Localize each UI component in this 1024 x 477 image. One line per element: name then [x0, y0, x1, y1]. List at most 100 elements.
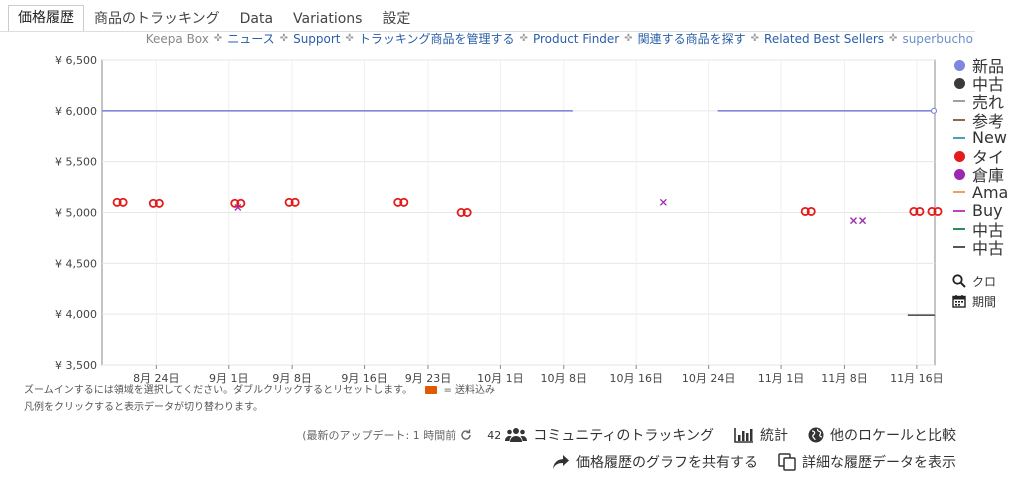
- separator-icon: ✜: [345, 33, 354, 44]
- series-end-marker: [930, 107, 938, 114]
- data-point: [148, 198, 158, 208]
- legend-item[interactable]: 中古: [952, 220, 1005, 240]
- legend-item[interactable]: Buy: [952, 201, 1003, 221]
- legend-line-icon: [952, 136, 966, 139]
- x-tick-label: 9月 23日: [405, 372, 452, 385]
- y-tick-label: ¥ 5,000: [55, 207, 97, 220]
- related-best-sellers-link[interactable]: Related Best Sellers: [764, 31, 885, 46]
- related-products-link[interactable]: 関連する商品を探す: [637, 32, 746, 46]
- legend-label: 売れ: [972, 93, 1005, 113]
- legend-dot-icon: [952, 168, 966, 180]
- compare-locales-button[interactable]: 他のロケールと比較: [808, 425, 956, 445]
- legend-label: 新品: [972, 57, 1005, 76]
- legend-label: 中古: [972, 239, 1005, 258]
- legend-label: Ama: [972, 182, 1009, 202]
- news-link[interactable]: ニュース: [227, 32, 275, 46]
- data-point: [933, 206, 943, 216]
- x-tick-label: 11月 8日: [821, 372, 868, 385]
- legend-item[interactable]: 中古: [952, 238, 1005, 258]
- separator-icon: ✜: [624, 33, 633, 44]
- tab-data[interactable]: Data: [239, 11, 274, 27]
- legend-item[interactable]: 新品: [952, 56, 1005, 76]
- legend-item[interactable]: 倉庫: [952, 165, 1005, 186]
- legend-label: 中古: [972, 75, 1005, 95]
- copy-icon: [778, 453, 796, 471]
- separator-icon: ✜: [279, 33, 289, 44]
- data-point: [927, 206, 937, 216]
- share-icon: [552, 454, 570, 470]
- statistics-button[interactable]: 統計: [734, 425, 788, 445]
- legend-label: タイ: [972, 148, 1005, 167]
- separator-icon: ✜: [519, 33, 528, 44]
- community-tracking-label: コミュニティのトラッキング: [533, 428, 714, 444]
- tab-divider: [0, 31, 975, 32]
- legend-item[interactable]: New: [952, 128, 1007, 147]
- data-point: [236, 198, 246, 208]
- tool-label: 期間: [972, 294, 997, 309]
- keepa-box-link[interactable]: Keepa Box: [145, 31, 209, 46]
- legend-label: 中古: [972, 220, 1005, 240]
- legend-line-icon: [952, 100, 966, 103]
- share-graph-label: 価格履歴のグラフを共有する: [576, 455, 758, 471]
- compare-locales-label: 他のロケールと比較: [830, 428, 956, 444]
- y-tick-label: ¥ 3,500: [55, 359, 97, 372]
- legend-line-icon: [952, 191, 966, 194]
- legend-label: 倉庫: [972, 166, 1005, 186]
- data-point: [118, 197, 128, 207]
- share-graph-button[interactable]: 価格履歴のグラフを共有する: [552, 452, 758, 472]
- legend-item[interactable]: 参考: [952, 111, 1004, 131]
- legend-item[interactable]: 中古: [952, 74, 1005, 95]
- legend-item[interactable]: Ama: [952, 182, 1009, 202]
- links-row: Keepa Box ✜ ニュース ✜ Support ✜ トラッキング商品を管理…: [146, 30, 973, 47]
- data-point: [915, 206, 925, 216]
- crosshair-tool[interactable]: クロ: [952, 272, 996, 290]
- tab-product-tracking[interactable]: 商品のトラッキング: [94, 11, 220, 27]
- data-point: [859, 217, 867, 225]
- product-finder-link[interactable]: Product Finder: [532, 31, 620, 46]
- tool-label: クロ: [972, 274, 997, 289]
- zoom-hint-text: ズームインするには領域を選択してください。ダブルクリックするとリセットします。: [24, 385, 413, 396]
- data-point: [112, 197, 122, 207]
- legend-dot-icon: [952, 150, 966, 162]
- price-history-chart[interactable]: ¥ 6,500 ¥ 6,000 ¥ 5,500 ¥ 5,000 ¥ 4,500 ¥ 4,0…: [0, 50, 950, 394]
- tracker-count: 42: [487, 428, 502, 442]
- x-tick-label: 10月 1日: [477, 372, 524, 385]
- x-tick-label: 10月 8日: [541, 372, 588, 385]
- date-range-tool[interactable]: 期間: [952, 292, 996, 310]
- refresh-icon[interactable]: [459, 428, 473, 442]
- support-link[interactable]: Support: [293, 31, 341, 46]
- user-link[interactable]: superbucho: [902, 31, 973, 46]
- x-tick-label: 11月 16日: [890, 372, 944, 385]
- y-tick-label: ¥ 5,500: [55, 156, 97, 169]
- legend-line-icon: [952, 209, 966, 212]
- show-history-data-label: 詳細な履歴データを表示: [802, 455, 956, 471]
- tab-price-history[interactable]: 価格履歴: [8, 5, 84, 32]
- statistics-label: 統計: [760, 428, 788, 444]
- separator-icon: ✜: [213, 33, 223, 44]
- tab-variations[interactable]: Variations: [293, 11, 363, 27]
- chart-svg[interactable]: ¥ 6,500 ¥ 6,000 ¥ 5,500 ¥ 5,000 ¥ 4,500 ¥ 4,0…: [0, 50, 950, 390]
- community-tracking-button[interactable]: コミュニティのトラッキング: [505, 425, 714, 445]
- data-point: [284, 197, 294, 207]
- legend-line-icon: [952, 227, 966, 230]
- data-point: [800, 206, 810, 216]
- legend-dot-icon: [952, 77, 966, 89]
- x-tick-label: 9月 16日: [341, 372, 388, 385]
- data-point: [230, 198, 240, 208]
- x-tick-label: 11月 1日: [758, 372, 805, 385]
- legend-label: Buy: [972, 201, 1003, 221]
- last-update-text: (最新のアップデート: 1 時間前: [302, 429, 457, 442]
- manage-tracking-link[interactable]: トラッキング商品を管理する: [358, 32, 515, 46]
- legend-item[interactable]: 売れ: [952, 92, 1005, 113]
- shipping-note: = 送料込み: [443, 385, 496, 396]
- tab-settings[interactable]: 設定: [382, 11, 411, 27]
- legend-line-icon: [952, 118, 966, 121]
- data-point: [399, 197, 409, 207]
- legend-item[interactable]: タイ: [952, 147, 1005, 167]
- x-tick-label: 8月 24日: [133, 372, 180, 385]
- actions-row-2: 価格履歴のグラフを共有する 詳細な履歴データを表示: [532, 452, 956, 472]
- show-history-data-button[interactable]: 詳細な履歴データを表示: [778, 452, 956, 472]
- data-point: [659, 198, 667, 206]
- tab-bar: 価格履歴 商品のトラッキング Data Variations 設定: [0, 5, 420, 32]
- data-point: [234, 203, 242, 211]
